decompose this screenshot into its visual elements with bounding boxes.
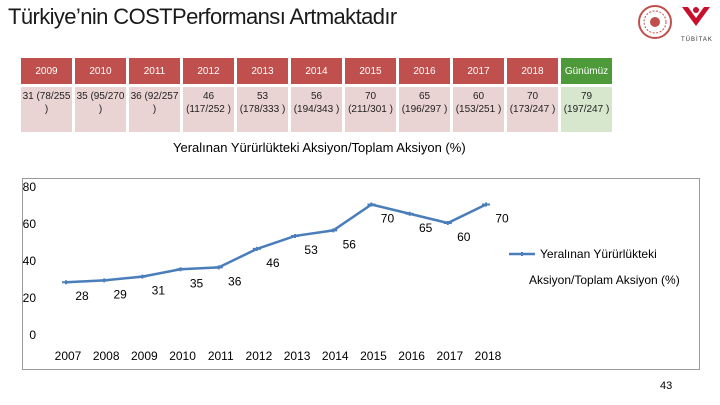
value-cell: 56 (194/343 ) — [291, 87, 342, 132]
value-cell: 70 (211/301 ) — [345, 87, 396, 132]
value-cell-today: 79 (197/247 ) — [561, 87, 612, 132]
year-cell: 2015 — [345, 58, 396, 84]
year-cell: 2018 — [507, 58, 558, 84]
year-cell-today: Günümüz — [561, 58, 612, 84]
table-value-row: 31 (78/255 ) 35 (95/270 ) 36 (92/257 ) 4… — [21, 87, 612, 132]
performance-table: 2009 2010 2011 2012 2013 2014 2015 2016 … — [18, 55, 615, 135]
page-title: Türkiye’nin COSTPerformansı Artmaktadır — [8, 4, 397, 29]
value-cell: 70 (173/247 ) — [507, 87, 558, 132]
chart-title: Yeralınan Yürürlükteki Aksiyon/Toplam Ak… — [173, 140, 466, 155]
year-cell: 2012 — [183, 58, 234, 84]
tubitak-logo-icon — [682, 7, 710, 26]
year-cell: 2017 — [453, 58, 504, 84]
value-cell: 53 (178/333 ) — [237, 87, 288, 132]
value-cell: 60 (153/251 ) — [453, 87, 504, 132]
table-year-row: 2009 2010 2011 2012 2013 2014 2015 2016 … — [21, 58, 612, 84]
chart-frame — [22, 178, 700, 370]
year-cell: 2009 — [21, 58, 72, 84]
page-number: 43 — [660, 380, 673, 392]
value-cell: 65 (196/297 ) — [399, 87, 450, 132]
ministry-seal-icon — [638, 5, 672, 39]
year-cell: 2011 — [129, 58, 180, 84]
value-cell: 35 (95/270 ) — [75, 87, 126, 132]
value-cell: 36 (92/257 ) — [129, 87, 180, 132]
year-cell: 2014 — [291, 58, 342, 84]
value-cell: 31 (78/255 ) — [21, 87, 72, 132]
value-cell: 46 (117/252 ) — [183, 87, 234, 132]
tubitak-logo-text: TÜBİTAK — [681, 37, 713, 43]
year-cell: 2016 — [399, 58, 450, 84]
year-cell: 2010 — [75, 58, 126, 84]
year-cell: 2013 — [237, 58, 288, 84]
